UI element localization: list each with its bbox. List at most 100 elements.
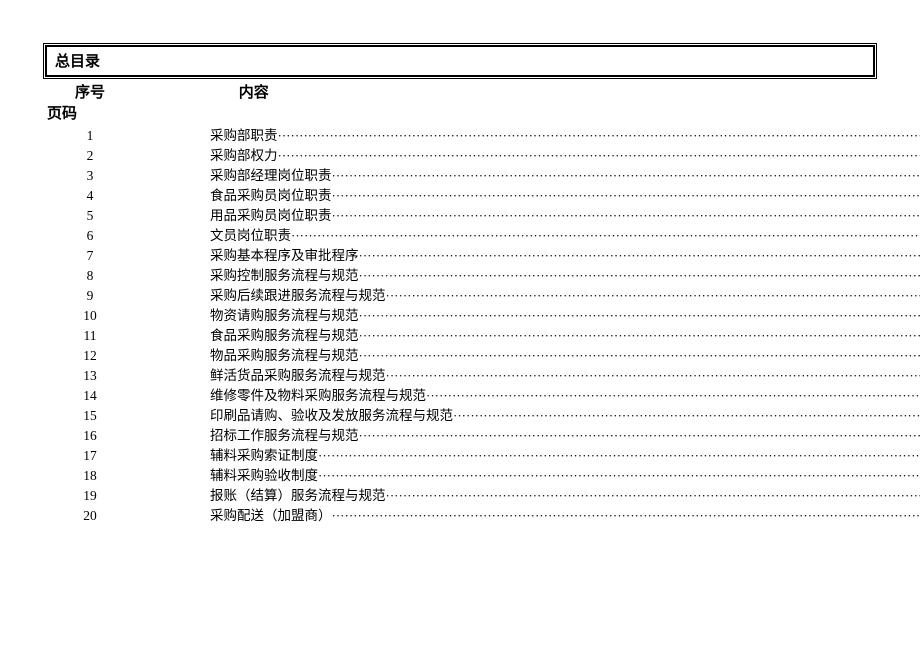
toc-leader-dots [291, 226, 920, 246]
toc-row: 5用品采购员岗位职责8 [45, 206, 875, 226]
toc-title-wrap: 采购部权力4 [210, 146, 920, 166]
header-content: 内容 [239, 81, 269, 102]
toc-leader-dots [332, 506, 920, 526]
toc-row: 3采购部经理岗位职责5 [45, 166, 875, 186]
toc-row: 18辅料采购验收制度 25 [45, 466, 875, 486]
toc-number: 18 [45, 466, 135, 486]
toc-leader-dots [359, 266, 920, 286]
toc-number: 6 [45, 226, 135, 246]
toc-row: 12物品采购服务流程与规范 17 [45, 346, 875, 366]
toc-title: 采购基本程序及审批程序 [210, 246, 359, 266]
toc-leader-dots [318, 446, 920, 466]
toc-title-wrap: 维修零件及物料采购服务流程与规范 20 [210, 386, 920, 406]
toc-title: 辅料采购验收制度 [210, 466, 318, 486]
toc-row: 13鲜活货品采购服务流程与规范 19 [45, 366, 875, 386]
toc-number: 16 [45, 426, 135, 446]
toc-number: 3 [45, 166, 135, 186]
toc-leader-dots [426, 386, 920, 406]
toc-title-wrap: 报账（结算）服务流程与规范 27 [210, 486, 920, 506]
toc-title-wrap: 采购部职责3 [210, 126, 920, 146]
toc-number: 9 [45, 286, 135, 306]
toc-row: 10物资请购服务流程与规范 14 [45, 306, 875, 326]
toc-title-wrap: 采购后续跟进服务流程与规范 13 [210, 286, 920, 306]
toc-number: 15 [45, 406, 135, 426]
toc-leader-dots [386, 486, 920, 506]
toc-number: 12 [45, 346, 135, 366]
toc-number: 1 [45, 126, 135, 146]
toc-title: 鲜活货品采购服务流程与规范 [210, 366, 386, 386]
toc-leader-dots [278, 146, 920, 166]
toc-leader-dots [332, 186, 920, 206]
header-number: 序号 [45, 81, 135, 102]
toc-header-row: 序号 内容 [45, 79, 875, 102]
toc-title-wrap: 食品采购服务流程与规范 15 [210, 326, 920, 346]
toc-row: 14维修零件及物料采购服务流程与规范 20 [45, 386, 875, 406]
toc-number: 20 [45, 506, 135, 526]
toc-title: 采购后续跟进服务流程与规范 [210, 286, 386, 306]
toc-leader-dots [359, 306, 920, 326]
toc-title-wrap: 辅料采购验收制度 25 [210, 466, 920, 486]
toc-title-wrap: 辅料采购索证制度 24 [210, 446, 920, 466]
document-title: 总目录 [55, 54, 100, 70]
toc-number: 14 [45, 386, 135, 406]
toc-number: 17 [45, 446, 135, 466]
toc-title: 印刷品请购、验收及发放服务流程与规范 [210, 406, 453, 426]
toc-row: 20采购配送（加盟商）28 [45, 506, 875, 526]
toc-leader-dots [332, 206, 920, 226]
toc-title-wrap: 招标工作服务流程与规范22 [210, 426, 920, 446]
toc-title: 采购控制服务流程与规范 [210, 266, 359, 286]
toc-title-wrap: 物资请购服务流程与规范 14 [210, 306, 920, 326]
toc-leader-dots [278, 126, 920, 146]
toc-title: 招标工作服务流程与规范 [210, 426, 359, 446]
toc-title-wrap: 物品采购服务流程与规范 17 [210, 346, 920, 366]
toc-leader-dots [386, 286, 920, 306]
toc-row: 19报账（结算）服务流程与规范 27 [45, 486, 875, 506]
toc-title: 报账（结算）服务流程与规范 [210, 486, 386, 506]
toc-title: 采购配送（加盟商） [210, 506, 332, 526]
toc-title-wrap: 鲜活货品采购服务流程与规范 19 [210, 366, 920, 386]
header-page: 页码 [45, 102, 875, 123]
toc-row: 11食品采购服务流程与规范 15 [45, 326, 875, 346]
toc-row: 6文员岗位职责9 [45, 226, 875, 246]
toc-leader-dots [359, 246, 920, 266]
toc-row: 4食品采购员岗位职责7 [45, 186, 875, 206]
toc-title-wrap: 采购基本程序及审批程序 10 [210, 246, 920, 266]
toc-leader-dots [386, 366, 920, 386]
toc-title-wrap: 采购控制服务流程与规范11 [210, 266, 920, 286]
toc-list: 1采购部职责32采购部权力43采购部经理岗位职责54食品采购员岗位职责75用品采… [45, 126, 875, 526]
toc-row: 17辅料采购索证制度 24 [45, 446, 875, 466]
toc-number: 19 [45, 486, 135, 506]
toc-title: 采购部职责 [210, 126, 278, 146]
toc-title-wrap: 采购部经理岗位职责5 [210, 166, 920, 186]
toc-title: 物资请购服务流程与规范 [210, 306, 359, 326]
toc-title: 物品采购服务流程与规范 [210, 346, 359, 366]
toc-row: 16招标工作服务流程与规范22 [45, 426, 875, 446]
toc-title: 采购部权力 [210, 146, 278, 166]
toc-title: 辅料采购索证制度 [210, 446, 318, 466]
toc-row: 8采购控制服务流程与规范11 [45, 266, 875, 286]
toc-number: 11 [45, 326, 135, 346]
toc-leader-dots [453, 406, 920, 426]
toc-title: 食品采购服务流程与规范 [210, 326, 359, 346]
toc-number: 7 [45, 246, 135, 266]
toc-title-wrap: 采购配送（加盟商）28 [210, 506, 920, 526]
toc-title-wrap: 食品采购员岗位职责7 [210, 186, 920, 206]
toc-leader-dots [318, 466, 920, 486]
toc-title: 食品采购员岗位职责 [210, 186, 332, 206]
toc-title: 用品采购员岗位职责 [210, 206, 332, 226]
toc-number: 8 [45, 266, 135, 286]
toc-title: 采购部经理岗位职责 [210, 166, 332, 186]
toc-number: 10 [45, 306, 135, 326]
toc-leader-dots [359, 326, 920, 346]
toc-leader-dots [359, 346, 920, 366]
toc-row: 9采购后续跟进服务流程与规范 13 [45, 286, 875, 306]
toc-leader-dots [332, 166, 920, 186]
toc-row: 7采购基本程序及审批程序 10 [45, 246, 875, 266]
toc-title: 文员岗位职责 [210, 226, 291, 246]
toc-row: 1采购部职责3 [45, 126, 875, 146]
toc-number: 5 [45, 206, 135, 226]
toc-title-wrap: 用品采购员岗位职责8 [210, 206, 920, 226]
toc-number: 13 [45, 366, 135, 386]
toc-number: 4 [45, 186, 135, 206]
toc-title-wrap: 文员岗位职责9 [210, 226, 920, 246]
